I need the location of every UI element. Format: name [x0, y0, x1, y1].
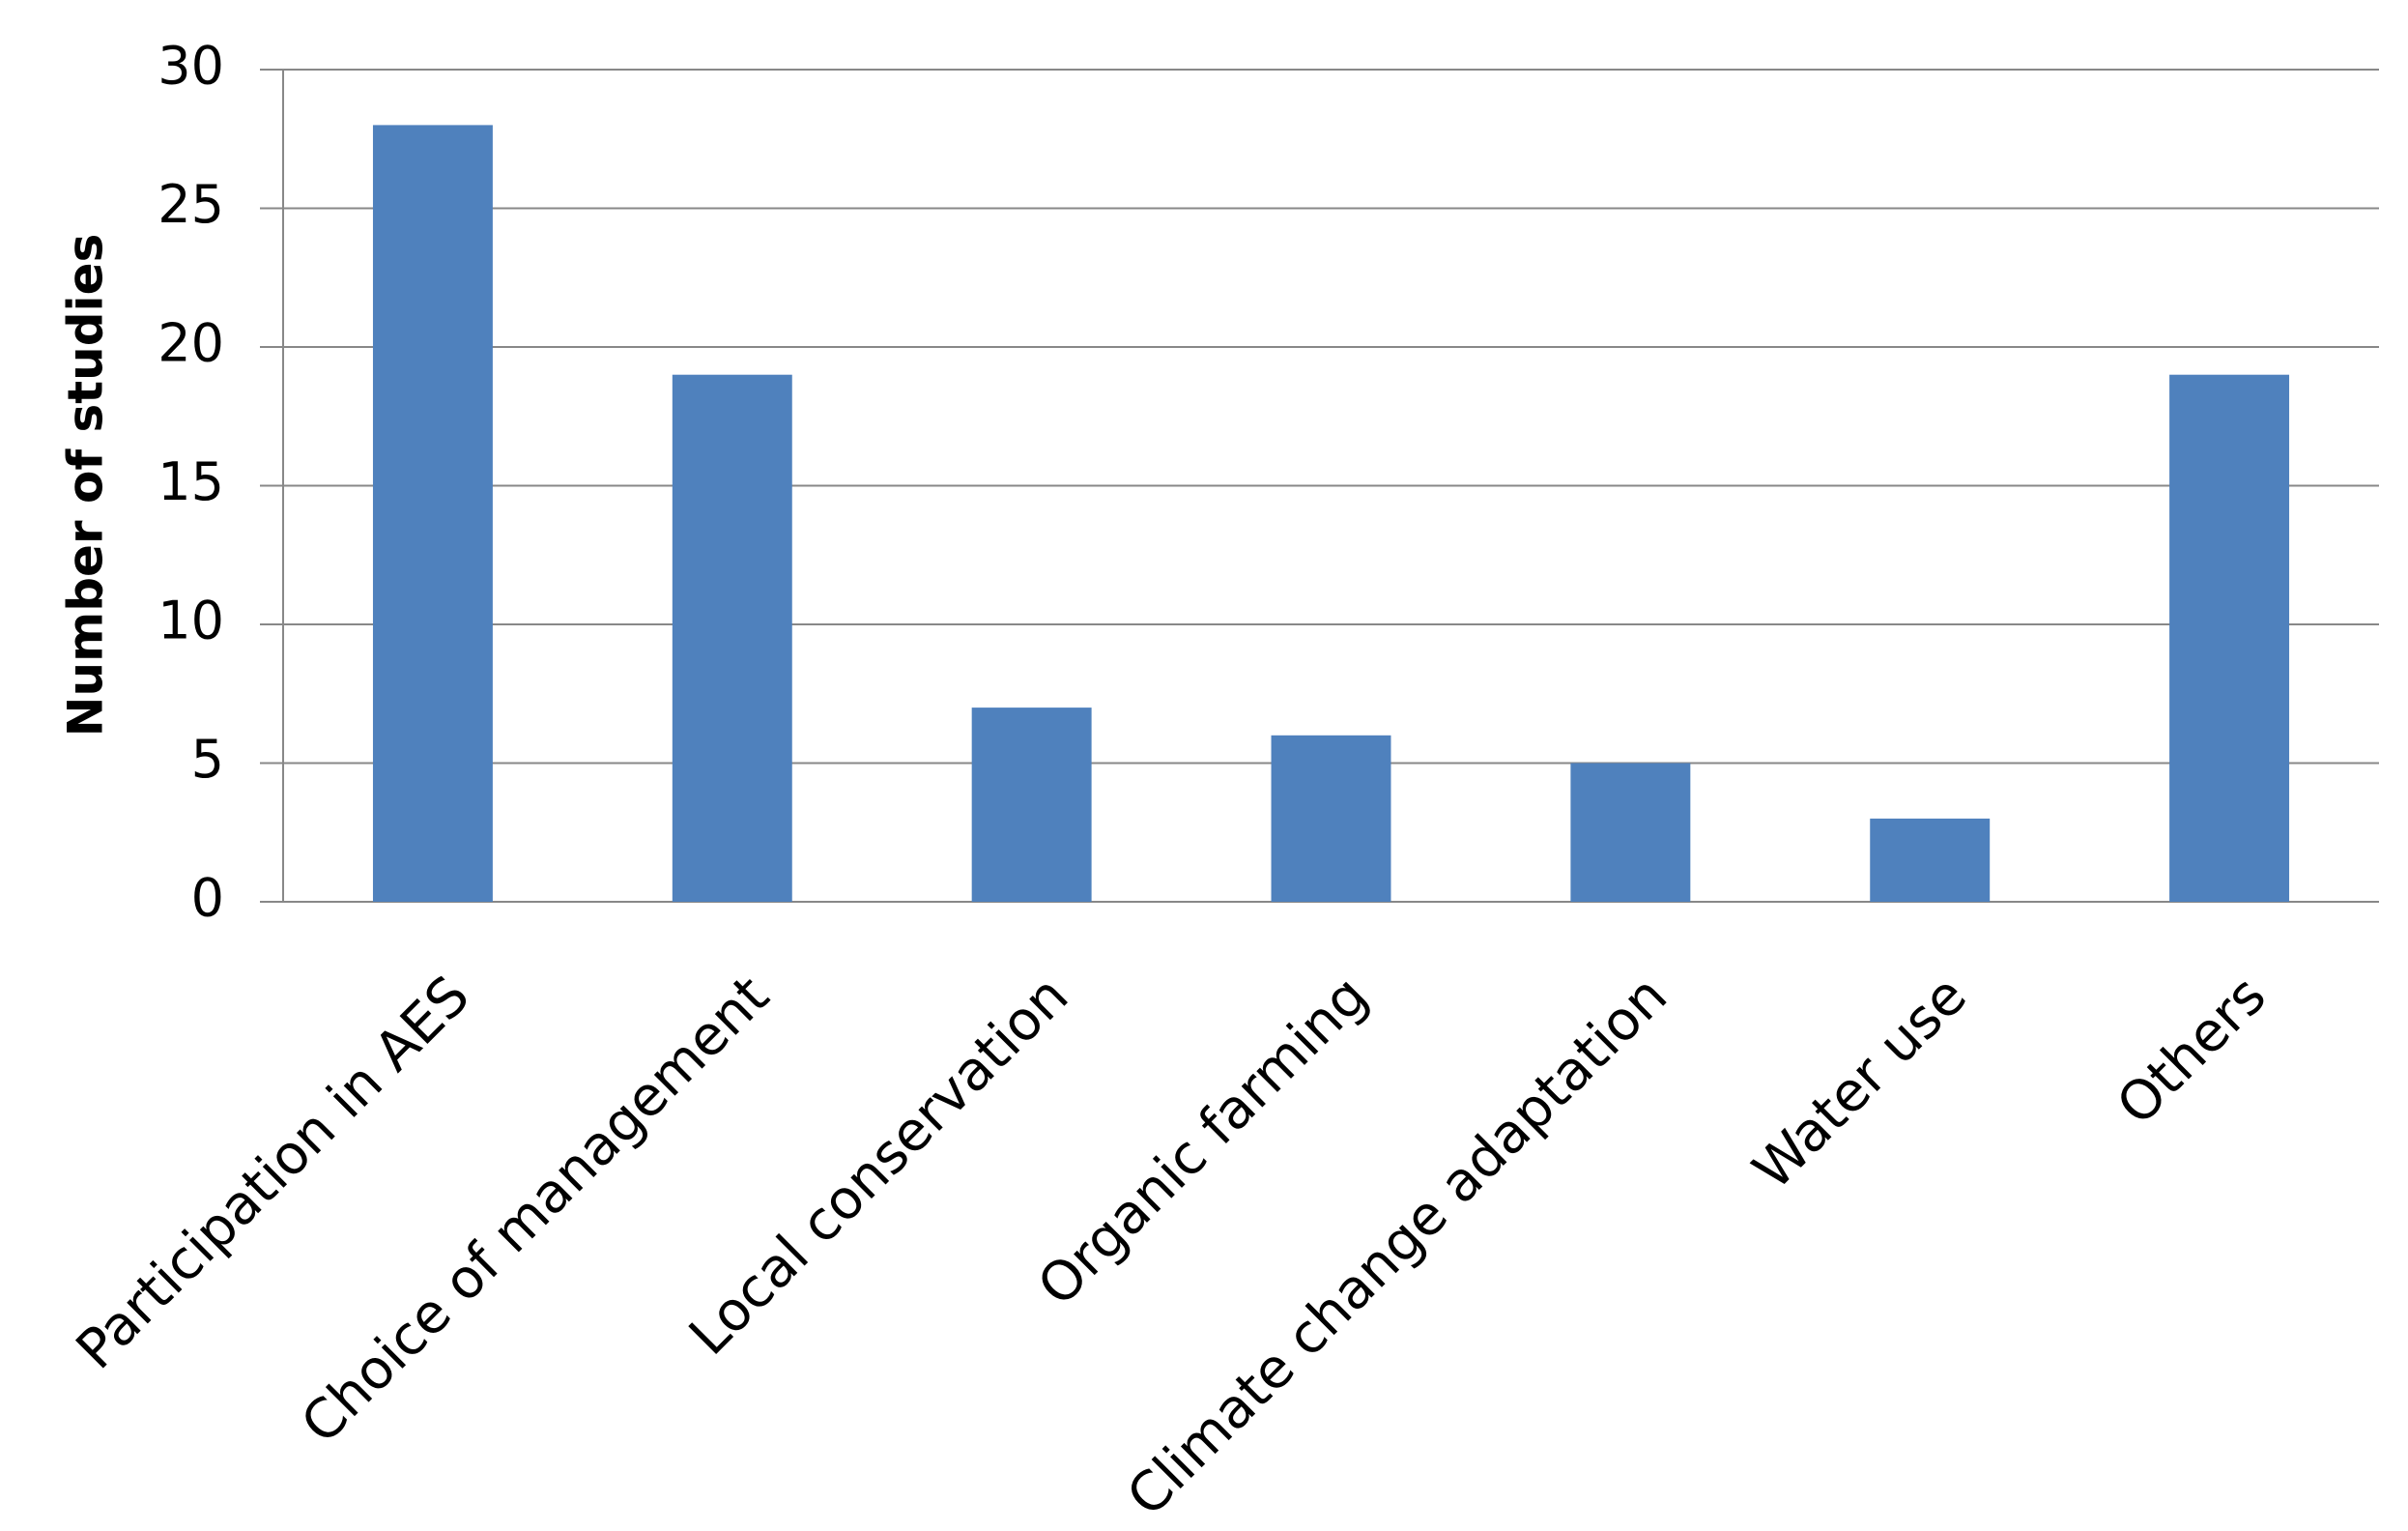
y-tick-label: 30	[158, 36, 224, 97]
bar	[1870, 818, 1991, 902]
x-tick-label: Water use	[1741, 965, 1979, 1202]
bar	[372, 125, 493, 902]
x-tick-label: Others	[2106, 965, 2279, 1138]
bar	[971, 708, 1092, 902]
x-tick-label: Climate change adaptation	[1115, 965, 1679, 1529]
y-tick-label: 25	[158, 174, 224, 235]
y-tick-label: 10	[158, 591, 224, 651]
y-tick-label: 15	[158, 451, 224, 512]
y-tick-label: 0	[191, 868, 224, 929]
x-tick-label: Organic farming	[1026, 965, 1380, 1318]
bar	[672, 374, 792, 902]
bar	[1271, 735, 1391, 902]
bar	[2169, 374, 2290, 902]
y-tick-label: 20	[158, 313, 224, 374]
y-tick-label: 5	[191, 729, 224, 790]
y-axis-title: Number of studies	[58, 234, 114, 737]
bar	[1570, 763, 1691, 902]
